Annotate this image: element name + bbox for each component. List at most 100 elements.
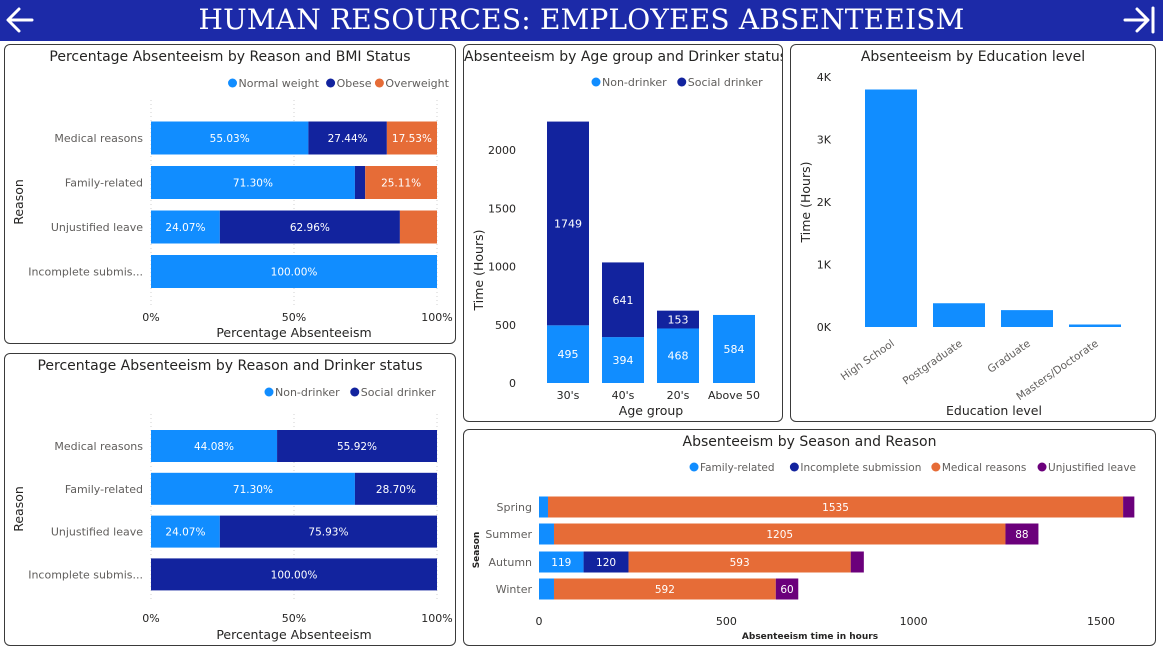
back-button[interactable] bbox=[4, 4, 36, 36]
data-label: 584 bbox=[724, 343, 745, 356]
x-tick-label: 50% bbox=[282, 612, 306, 625]
x-axis-title: Education level bbox=[946, 403, 1042, 418]
category-label: Autumn bbox=[489, 556, 532, 569]
bar-segment bbox=[219, 210, 400, 244]
legend-label: Incomplete submission bbox=[800, 462, 921, 474]
data-label: 24.07% bbox=[165, 527, 205, 539]
bar-segment bbox=[219, 515, 437, 548]
data-label: 394 bbox=[613, 354, 634, 367]
data-label: 55.92% bbox=[337, 441, 377, 453]
data-label: 468 bbox=[668, 350, 689, 363]
legend-label: Medical reasons bbox=[942, 462, 1027, 474]
y-tick-label: 0 bbox=[509, 377, 516, 390]
bar-segment bbox=[553, 523, 1006, 545]
category-label: Spring bbox=[497, 501, 533, 514]
y-axis-title: Reason bbox=[11, 179, 26, 225]
x-tick-label: 500 bbox=[716, 615, 737, 628]
legend-label: Overweight bbox=[385, 77, 449, 90]
y-axis-title: Season bbox=[472, 532, 482, 569]
y-tick-label: 1000 bbox=[488, 261, 516, 274]
bar-segment bbox=[539, 578, 554, 600]
bar-segment bbox=[583, 551, 629, 573]
data-label: 27.44% bbox=[328, 133, 368, 145]
data-label: 592 bbox=[655, 584, 675, 596]
legend-marker bbox=[677, 77, 687, 87]
category-label: Graduate bbox=[986, 338, 1033, 376]
y-tick-label: 4K bbox=[817, 71, 832, 84]
data-label: 641 bbox=[613, 294, 634, 307]
y-tick-label: 3K bbox=[817, 134, 832, 147]
panel-title: Percentage Absenteeism by Reason and BMI… bbox=[49, 49, 411, 65]
data-label: 88 bbox=[1015, 529, 1028, 541]
arrow-right-to-bar-icon bbox=[1123, 6, 1155, 34]
y-tick-label: 500 bbox=[495, 319, 516, 332]
legend-marker bbox=[689, 462, 699, 472]
bar-segment bbox=[354, 472, 437, 505]
bar-segment bbox=[308, 121, 387, 155]
bar-segment bbox=[151, 472, 355, 505]
category-label: Family-related bbox=[65, 483, 143, 496]
panel-title: Absenteeism by Education level bbox=[860, 49, 1086, 65]
chart-edu[interactable]: 0K 1K 2K 3K 4K High School Postgraduate Graduat… bbox=[791, 45, 1156, 422]
chart-bmi[interactable]: Overweight Obese Normal weight 0% 50% 100% Med… bbox=[5, 45, 456, 344]
legend-marker bbox=[350, 387, 360, 397]
category-label: High School bbox=[839, 338, 897, 384]
chart-drink[interactable]: Social drinker Non-drinker 0% 50% 100% Medica… bbox=[5, 354, 456, 646]
category-label: 30's bbox=[557, 389, 580, 402]
panel-season[interactable]: Absenteeism by Season and Reason Unjusti… bbox=[463, 429, 1156, 646]
legend-label: Social drinker bbox=[688, 76, 763, 89]
panel-age[interactable]: Absenteeism by Age group and Drinker sta… bbox=[463, 44, 783, 422]
legend-label: Social drinker bbox=[361, 386, 436, 399]
legend-marker bbox=[374, 78, 384, 88]
next-page-button[interactable] bbox=[1123, 4, 1155, 36]
data-label: 24.07% bbox=[165, 222, 205, 234]
data-label: 100.00% bbox=[271, 569, 318, 581]
bar-segment bbox=[602, 337, 644, 383]
bar bbox=[1069, 324, 1121, 327]
x-tick-label: 100% bbox=[421, 612, 452, 625]
bar-segment bbox=[399, 210, 437, 244]
bar-segment bbox=[547, 121, 589, 326]
x-tick-label: 0% bbox=[142, 612, 159, 625]
legend-label: Unjustified leave bbox=[1048, 462, 1136, 474]
category-label: Unjustified leave bbox=[51, 221, 143, 234]
data-label: 71.30% bbox=[233, 484, 273, 496]
data-label: 17.53% bbox=[392, 133, 432, 145]
data-label: 25.11% bbox=[381, 178, 421, 190]
bar bbox=[933, 303, 985, 327]
data-label: 153 bbox=[668, 314, 689, 327]
y-axis-title: Time (Hours) bbox=[798, 162, 813, 244]
data-label: 62.96% bbox=[290, 222, 330, 234]
chart-age[interactable]: Social drinker Non-drinker 0 500 1000 1500 200… bbox=[464, 45, 783, 422]
category-label: Unjustified leave bbox=[51, 526, 143, 539]
y-axis-title: Time (Hours) bbox=[471, 230, 486, 312]
bar-segment bbox=[602, 262, 644, 338]
panel-edu[interactable]: Absenteeism by Education level 0K 1K 2K 3K 4… bbox=[790, 44, 1156, 422]
category-label: Summer bbox=[485, 528, 532, 541]
x-axis-title: Age group bbox=[619, 403, 684, 418]
x-axis-title: Percentage Absenteeism bbox=[216, 325, 371, 340]
legend-marker bbox=[591, 77, 601, 87]
bar-segment bbox=[547, 325, 589, 383]
data-label: 55.03% bbox=[210, 133, 250, 145]
legend-marker bbox=[789, 462, 799, 472]
arrow-left-icon bbox=[6, 7, 34, 33]
category-label: Winter bbox=[496, 583, 533, 596]
bar-segment bbox=[151, 430, 278, 462]
data-label: 44.08% bbox=[194, 441, 234, 453]
bar-segment bbox=[151, 558, 437, 591]
bar-segment bbox=[151, 210, 220, 244]
data-label: 1205 bbox=[766, 529, 793, 541]
panel-drink[interactable]: Percentage Absenteeism by Reason and Dri… bbox=[4, 353, 456, 646]
report-title: HUMAN RESOURCES: EMPLOYEES ABSENTEEISM bbox=[198, 3, 965, 36]
data-label: 593 bbox=[730, 557, 750, 569]
y-tick-label: 1500 bbox=[488, 202, 516, 215]
data-label: 1749 bbox=[554, 217, 582, 230]
x-tick-label: 0 bbox=[536, 615, 543, 628]
legend-label: Normal weight bbox=[239, 77, 320, 90]
panel-bmi[interactable]: Percentage Absenteeism by Reason and BMI… bbox=[4, 44, 456, 344]
y-tick-label: 1K bbox=[817, 259, 832, 272]
y-tick-label: 0K bbox=[817, 321, 832, 334]
bar-segment bbox=[365, 166, 437, 199]
chart-season[interactable]: Unjustified leave Medical reasons Incomple… bbox=[464, 430, 1156, 646]
